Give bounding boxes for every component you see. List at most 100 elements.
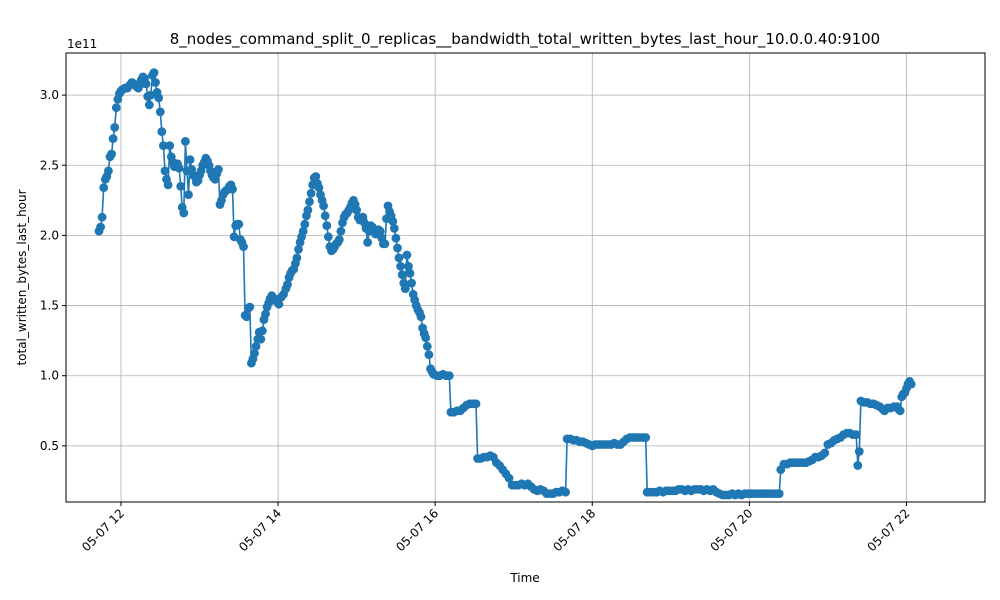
data-point — [391, 233, 401, 243]
data-point — [471, 399, 481, 409]
data-point — [174, 163, 184, 173]
y-axis-title: total_written_bytes_last_hour — [15, 189, 29, 365]
data-point — [179, 208, 189, 218]
data-point — [380, 239, 390, 249]
data-point — [854, 447, 864, 456]
data-point — [292, 253, 302, 263]
data-point — [298, 226, 308, 236]
data-point — [283, 280, 292, 289]
data-point — [228, 184, 237, 194]
data-point — [239, 242, 248, 252]
data-point — [181, 137, 190, 146]
y-tick-label: 3.0 — [40, 88, 59, 102]
data-point — [405, 268, 415, 278]
data-point — [851, 430, 861, 439]
data-point — [375, 226, 385, 236]
data-point — [108, 134, 118, 144]
y-tick-label: 2.5 — [40, 158, 59, 172]
data-point — [389, 224, 399, 233]
data-point — [245, 302, 255, 312]
data-point — [422, 341, 432, 351]
data-point — [96, 222, 105, 232]
data-point — [159, 141, 168, 151]
data-point — [400, 284, 410, 294]
data-point — [274, 299, 284, 309]
data-point — [394, 253, 404, 263]
data-point — [154, 93, 164, 103]
data-point — [820, 448, 830, 458]
data-point — [421, 333, 431, 343]
data-point — [774, 489, 784, 498]
data-point — [906, 379, 916, 389]
data-point — [214, 165, 223, 174]
data-point — [388, 217, 398, 226]
data-point — [111, 103, 121, 113]
data-point — [258, 326, 267, 336]
data-point — [319, 201, 328, 211]
data-point — [314, 183, 324, 193]
data-point — [185, 155, 195, 165]
x-axis-title: Time — [509, 571, 539, 585]
data-point — [163, 180, 173, 190]
data-point — [97, 212, 107, 222]
data-point — [311, 172, 321, 181]
data-point — [110, 123, 120, 132]
data-point — [561, 487, 570, 497]
data-point — [251, 341, 261, 351]
data-point — [402, 250, 412, 260]
data-point — [256, 334, 266, 344]
data-point — [157, 127, 167, 136]
data-point — [393, 243, 402, 253]
data-point — [641, 433, 651, 442]
data-point — [853, 461, 863, 470]
y-axis-multiplier: 1e11 — [67, 37, 97, 51]
data-point — [104, 166, 113, 176]
data-point — [336, 226, 346, 236]
data-point — [322, 221, 332, 231]
data-point — [323, 232, 333, 242]
data-point — [306, 188, 316, 198]
data-point — [320, 211, 330, 221]
plot-frame — [65, 52, 986, 503]
data-point — [303, 205, 313, 215]
data-point — [141, 79, 151, 89]
data-point — [155, 107, 165, 117]
data-point — [397, 270, 407, 280]
data-point — [149, 68, 159, 77]
data-point — [396, 261, 405, 271]
y-tick-label: 2.0 — [40, 228, 59, 242]
data-point — [250, 348, 259, 358]
data-point — [895, 406, 905, 416]
data-point — [424, 350, 434, 360]
data-point — [305, 197, 314, 207]
data-point — [151, 78, 160, 87]
chart-title: 8_nodes_command_split_0_replicas__bandwi… — [170, 30, 880, 49]
data-point — [261, 309, 270, 319]
y-tick-label: 1.5 — [40, 299, 59, 313]
data-point — [144, 100, 154, 110]
series-layer — [94, 68, 916, 500]
data-point — [363, 238, 372, 247]
data-point — [407, 278, 416, 288]
data-point — [300, 219, 310, 229]
data-point — [416, 312, 426, 322]
y-axis: 0.5 1.0 1.5 2.0 2.5 3.0 — [40, 88, 66, 453]
data-point — [352, 205, 361, 215]
data-point — [234, 219, 244, 229]
data-point — [242, 312, 252, 322]
data-point — [294, 245, 303, 254]
data-point — [107, 149, 116, 159]
data-point — [99, 183, 109, 193]
data-point — [160, 166, 170, 176]
y-tick-label: 0.5 — [40, 439, 59, 453]
data-point — [504, 473, 514, 483]
data-point — [165, 141, 175, 151]
data-point — [176, 181, 186, 191]
data-point — [184, 190, 193, 200]
data-point — [444, 371, 454, 381]
data-point — [334, 235, 344, 245]
data-point — [404, 261, 413, 271]
y-tick-label: 1.0 — [40, 369, 59, 383]
